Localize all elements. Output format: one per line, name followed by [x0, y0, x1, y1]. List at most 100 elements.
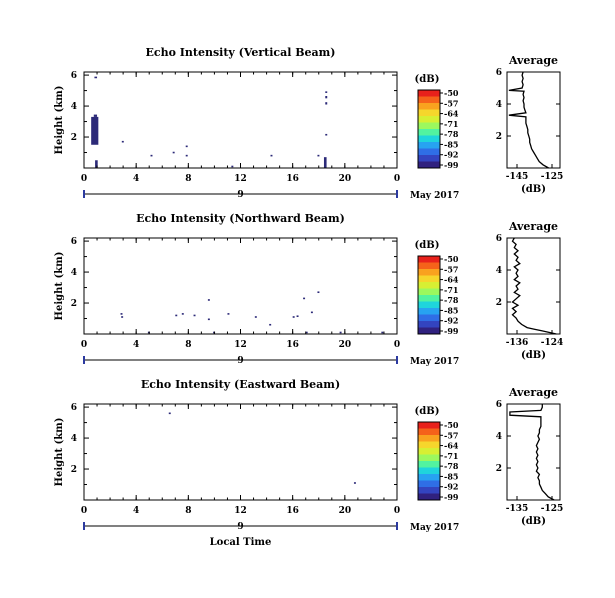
colorbar-label: (dB): [415, 406, 440, 417]
echo-cell: [93, 114, 98, 117]
colorbar-tick-label: -85: [444, 471, 458, 481]
colorbar-tick-label: -85: [444, 139, 458, 149]
colorbar-swatch: [418, 96, 440, 104]
date-label: May 2017: [410, 523, 459, 533]
colorbar-swatch: [418, 90, 440, 97]
x-tick-label: 16: [286, 506, 299, 516]
colorbar-tick-label: -85: [444, 305, 458, 315]
x-tick-label: 4: [133, 174, 139, 184]
avg-x-tick-label: -136: [506, 338, 529, 348]
colorbar-swatch: [418, 467, 440, 475]
y-tick-label: 6: [71, 71, 77, 81]
y-tick-label: 2: [71, 299, 77, 309]
colorbar-tick-label: -99: [444, 160, 459, 170]
x-tick-label: 0: [394, 340, 400, 350]
colorbar-swatch: [418, 474, 440, 481]
avg-x-tick-label: -145: [506, 172, 529, 182]
x-tick-label: 20: [339, 340, 352, 350]
colorbar-swatch: [418, 103, 440, 110]
echo-cell: [121, 140, 124, 143]
colorbar-frame: [417, 421, 441, 501]
colorbar-tick-label: -92: [444, 316, 458, 326]
x-tick-label: 8: [185, 340, 191, 350]
colorbar-tick-label: -92: [444, 150, 458, 160]
colorbar-swatch: [418, 155, 440, 162]
echo-cell: [91, 116, 99, 145]
colorbar-tick-label: -78: [444, 461, 459, 471]
colorbar-swatch: [418, 301, 440, 309]
colorbar-tick-label: -64: [444, 109, 459, 119]
y-tick-label: 2: [71, 133, 77, 143]
colorbar-swatch: [418, 435, 440, 442]
colorbar-swatch: [418, 454, 440, 462]
avg-x-tick-label: -124: [541, 338, 564, 348]
echo-cell: [353, 482, 356, 484]
x-tick-label: 20: [339, 174, 352, 184]
colorbar-swatch: [418, 142, 440, 149]
avg-profile-line: [511, 237, 557, 335]
colorbar-swatch: [418, 275, 440, 283]
avg-x-label: (dB): [521, 184, 546, 195]
x-tick-label: 16: [286, 340, 299, 350]
colorbar-frame: [417, 255, 441, 335]
colorbar-tick-label: -78: [444, 129, 459, 139]
echo-cell: [325, 91, 328, 93]
avg-x-tick-label: -125: [541, 172, 564, 182]
y-axis-label: Height (km): [54, 86, 65, 155]
colorbar-swatch: [418, 116, 440, 123]
echo-cell: [181, 313, 184, 315]
avg-x-tick-label: -125: [541, 504, 564, 514]
date-day: 9: [237, 190, 243, 200]
echo-cell: [381, 331, 384, 334]
plot-frame: [83, 403, 398, 501]
echo-cell: [325, 102, 328, 105]
colorbar-swatch: [418, 448, 440, 455]
colorbar-label: (dB): [415, 74, 440, 85]
colorbar-tick-label: -71: [444, 451, 458, 461]
y-tick-label: 4: [71, 268, 77, 278]
x-tick-label: 12: [234, 340, 247, 350]
colorbar-tick-label: -57: [444, 430, 458, 440]
echo-cell: [121, 316, 124, 318]
colorbar-swatch: [418, 308, 440, 315]
panel-title: Echo Intensity (Northward Beam): [136, 212, 345, 225]
date-label: May 2017: [410, 191, 459, 201]
avg-y-tick-label: 2: [496, 132, 502, 142]
x-tick-label: 4: [133, 506, 139, 516]
colorbar-swatch: [418, 327, 440, 335]
x-tick-label: 4: [133, 340, 139, 350]
avg-x-tick-label: -135: [506, 504, 529, 514]
plot-frame: [83, 237, 398, 335]
echo-cell: [254, 316, 257, 318]
colorbar-swatch: [418, 321, 440, 328]
colorbar-swatch: [418, 422, 440, 429]
echo-cell: [175, 314, 178, 317]
x-tick-label: 0: [81, 506, 87, 516]
x-tick-label: 16: [286, 174, 299, 184]
avg-y-tick-label: 2: [496, 298, 502, 308]
avg-y-tick-label: 2: [496, 464, 502, 474]
avg-y-tick-label: 4: [496, 100, 502, 110]
colorbar-swatch: [418, 148, 440, 156]
panel-title: Echo Intensity (Vertical Beam): [145, 46, 335, 59]
x-tick-label: 0: [81, 340, 87, 350]
colorbar-tick-label: -50: [444, 254, 459, 264]
colorbar-swatch: [418, 480, 440, 488]
avg-title: Average: [508, 54, 558, 67]
colorbar-swatch: [418, 122, 440, 130]
avg-y-tick-label: 6: [496, 400, 502, 410]
x-tick-label: 12: [234, 506, 247, 516]
colorbar-swatch: [418, 428, 440, 436]
colorbar-swatch: [418, 109, 440, 117]
x-tick-label: 20: [339, 506, 352, 516]
date-day: 9: [237, 356, 243, 366]
colorbar-swatch: [418, 256, 440, 263]
echo-cell: [185, 145, 188, 148]
x-tick-label: 0: [394, 174, 400, 184]
avg-y-tick-label: 6: [496, 234, 502, 244]
echo-cell: [317, 154, 320, 157]
x-tick-label: 0: [81, 174, 87, 184]
avg-profile-line: [509, 404, 555, 501]
colorbar-swatch: [418, 161, 440, 169]
